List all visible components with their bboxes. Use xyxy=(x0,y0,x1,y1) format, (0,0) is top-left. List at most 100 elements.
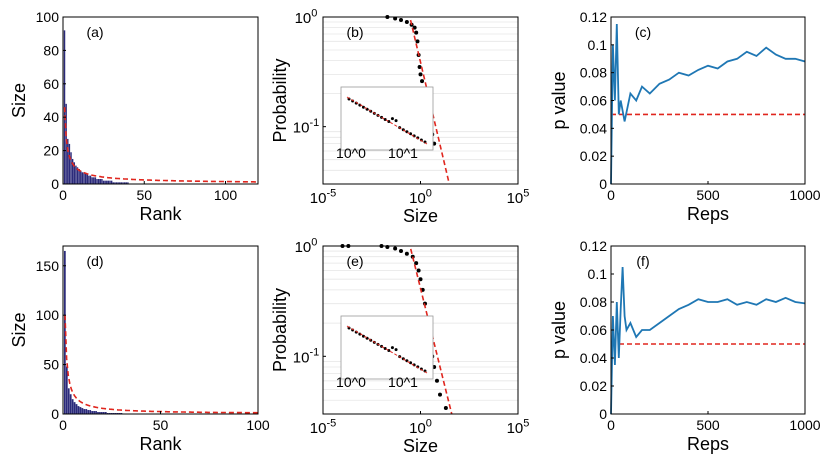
bar xyxy=(77,406,80,414)
bar xyxy=(67,138,69,184)
bar xyxy=(91,411,94,414)
data-point xyxy=(404,20,409,25)
y-tick-label: 0.02 xyxy=(580,378,607,394)
x-axis-label: Size xyxy=(403,436,438,456)
data-point xyxy=(412,25,417,30)
bar xyxy=(84,173,87,184)
bar xyxy=(109,180,111,184)
bar xyxy=(94,177,97,184)
panel-f: 0 500 1000 0 0.02 0.04 0.06 0.08 0.1 0.12 Reps p va… xyxy=(549,238,821,454)
plot-frame xyxy=(610,245,806,415)
bar xyxy=(81,172,84,184)
x-tick-label: 105 xyxy=(507,187,530,207)
data-point xyxy=(414,30,419,35)
x-axis-label: Rank xyxy=(139,204,182,224)
panel-label: (c) xyxy=(635,24,651,40)
x-axis-label: Reps xyxy=(687,204,729,224)
data-point xyxy=(443,406,448,411)
data-point xyxy=(416,268,421,273)
bar xyxy=(97,178,100,184)
bar xyxy=(125,182,127,184)
bar xyxy=(95,411,97,414)
inset-point xyxy=(409,132,413,136)
y-tick-label: 100 xyxy=(295,7,318,27)
bar xyxy=(112,182,114,184)
bar xyxy=(114,182,116,184)
inset-tick-label: 10^0 xyxy=(336,145,366,161)
bar xyxy=(75,404,78,414)
bar xyxy=(99,178,101,184)
y-axis-label: p value xyxy=(549,71,569,129)
data-point xyxy=(420,79,425,84)
bar xyxy=(83,172,85,184)
x-axis-label: Rank xyxy=(139,434,182,454)
x-tick-label: 100 xyxy=(246,417,270,433)
bar xyxy=(104,412,107,414)
bar xyxy=(117,182,119,184)
y-tick-label: 0.08 xyxy=(580,65,607,81)
x-axis-label: Size xyxy=(403,206,438,226)
x-tick-label: 50 xyxy=(136,187,152,203)
panel-b: 10^0 10^110-5 100 10510-1100SizeProbability… xyxy=(270,7,530,226)
panel-a: 0 50 100 0 20 40 60 80 100 Rank Size (a) xyxy=(9,9,259,224)
y-tick-label: 150 xyxy=(36,258,60,274)
inset-tick-label: 10^1 xyxy=(388,145,418,161)
bar xyxy=(127,182,129,184)
bar xyxy=(76,167,79,184)
inset-point xyxy=(394,348,398,352)
y-tick-label: 0 xyxy=(599,406,607,422)
y-tick-label: 50 xyxy=(43,357,59,373)
bar xyxy=(99,412,101,414)
data-point xyxy=(410,254,415,259)
bar xyxy=(85,409,88,414)
inset-point xyxy=(358,103,362,107)
bar xyxy=(75,165,77,184)
y-tick-label: 0.02 xyxy=(580,148,607,164)
bar xyxy=(91,177,93,184)
inset-point xyxy=(412,363,416,367)
y-tick-label: 0.1 xyxy=(588,37,608,53)
bar xyxy=(106,180,108,184)
x-tick-label: 10-5 xyxy=(310,187,336,207)
series-line xyxy=(610,266,806,415)
bar xyxy=(123,182,126,184)
y-tick-label: 0.12 xyxy=(580,238,607,254)
bar xyxy=(87,410,90,414)
bar xyxy=(83,409,86,414)
data-point xyxy=(415,39,420,44)
bar xyxy=(102,412,105,414)
y-tick-label: 0 xyxy=(51,176,59,192)
x-tick-label: 0 xyxy=(607,187,615,203)
plot-frame xyxy=(610,16,806,185)
data-point xyxy=(414,261,419,266)
bar xyxy=(70,152,72,184)
y-tick-label: 10-1 xyxy=(293,347,319,367)
bar xyxy=(73,162,75,184)
bar xyxy=(79,407,82,414)
data-point xyxy=(404,251,409,256)
inset-fit-line xyxy=(346,96,428,145)
x-tick-label: 1000 xyxy=(789,417,820,433)
panel-label: (a) xyxy=(86,24,103,40)
y-tick-label: 40 xyxy=(43,109,59,125)
x-tick-label: 500 xyxy=(696,187,720,203)
bar xyxy=(120,182,123,184)
bar xyxy=(80,170,82,184)
bar xyxy=(73,402,76,414)
y-axis-label: p value xyxy=(549,301,569,359)
bar xyxy=(122,182,124,184)
bar xyxy=(97,412,99,414)
y-tick-label: 0.06 xyxy=(580,93,607,109)
bar xyxy=(68,143,71,184)
bar xyxy=(110,180,113,184)
data-point xyxy=(418,72,423,77)
data-point xyxy=(418,277,423,282)
bar xyxy=(93,411,95,414)
y-tick-label: 80 xyxy=(43,42,59,58)
panel-label: (b) xyxy=(346,24,363,40)
y-tick-label: 0.06 xyxy=(580,322,607,338)
y-tick-label: 0.12 xyxy=(580,9,607,25)
x-tick-label: 100 xyxy=(409,417,432,437)
x-tick-label: 100 xyxy=(214,187,238,203)
x-axis-label: Reps xyxy=(687,434,729,454)
